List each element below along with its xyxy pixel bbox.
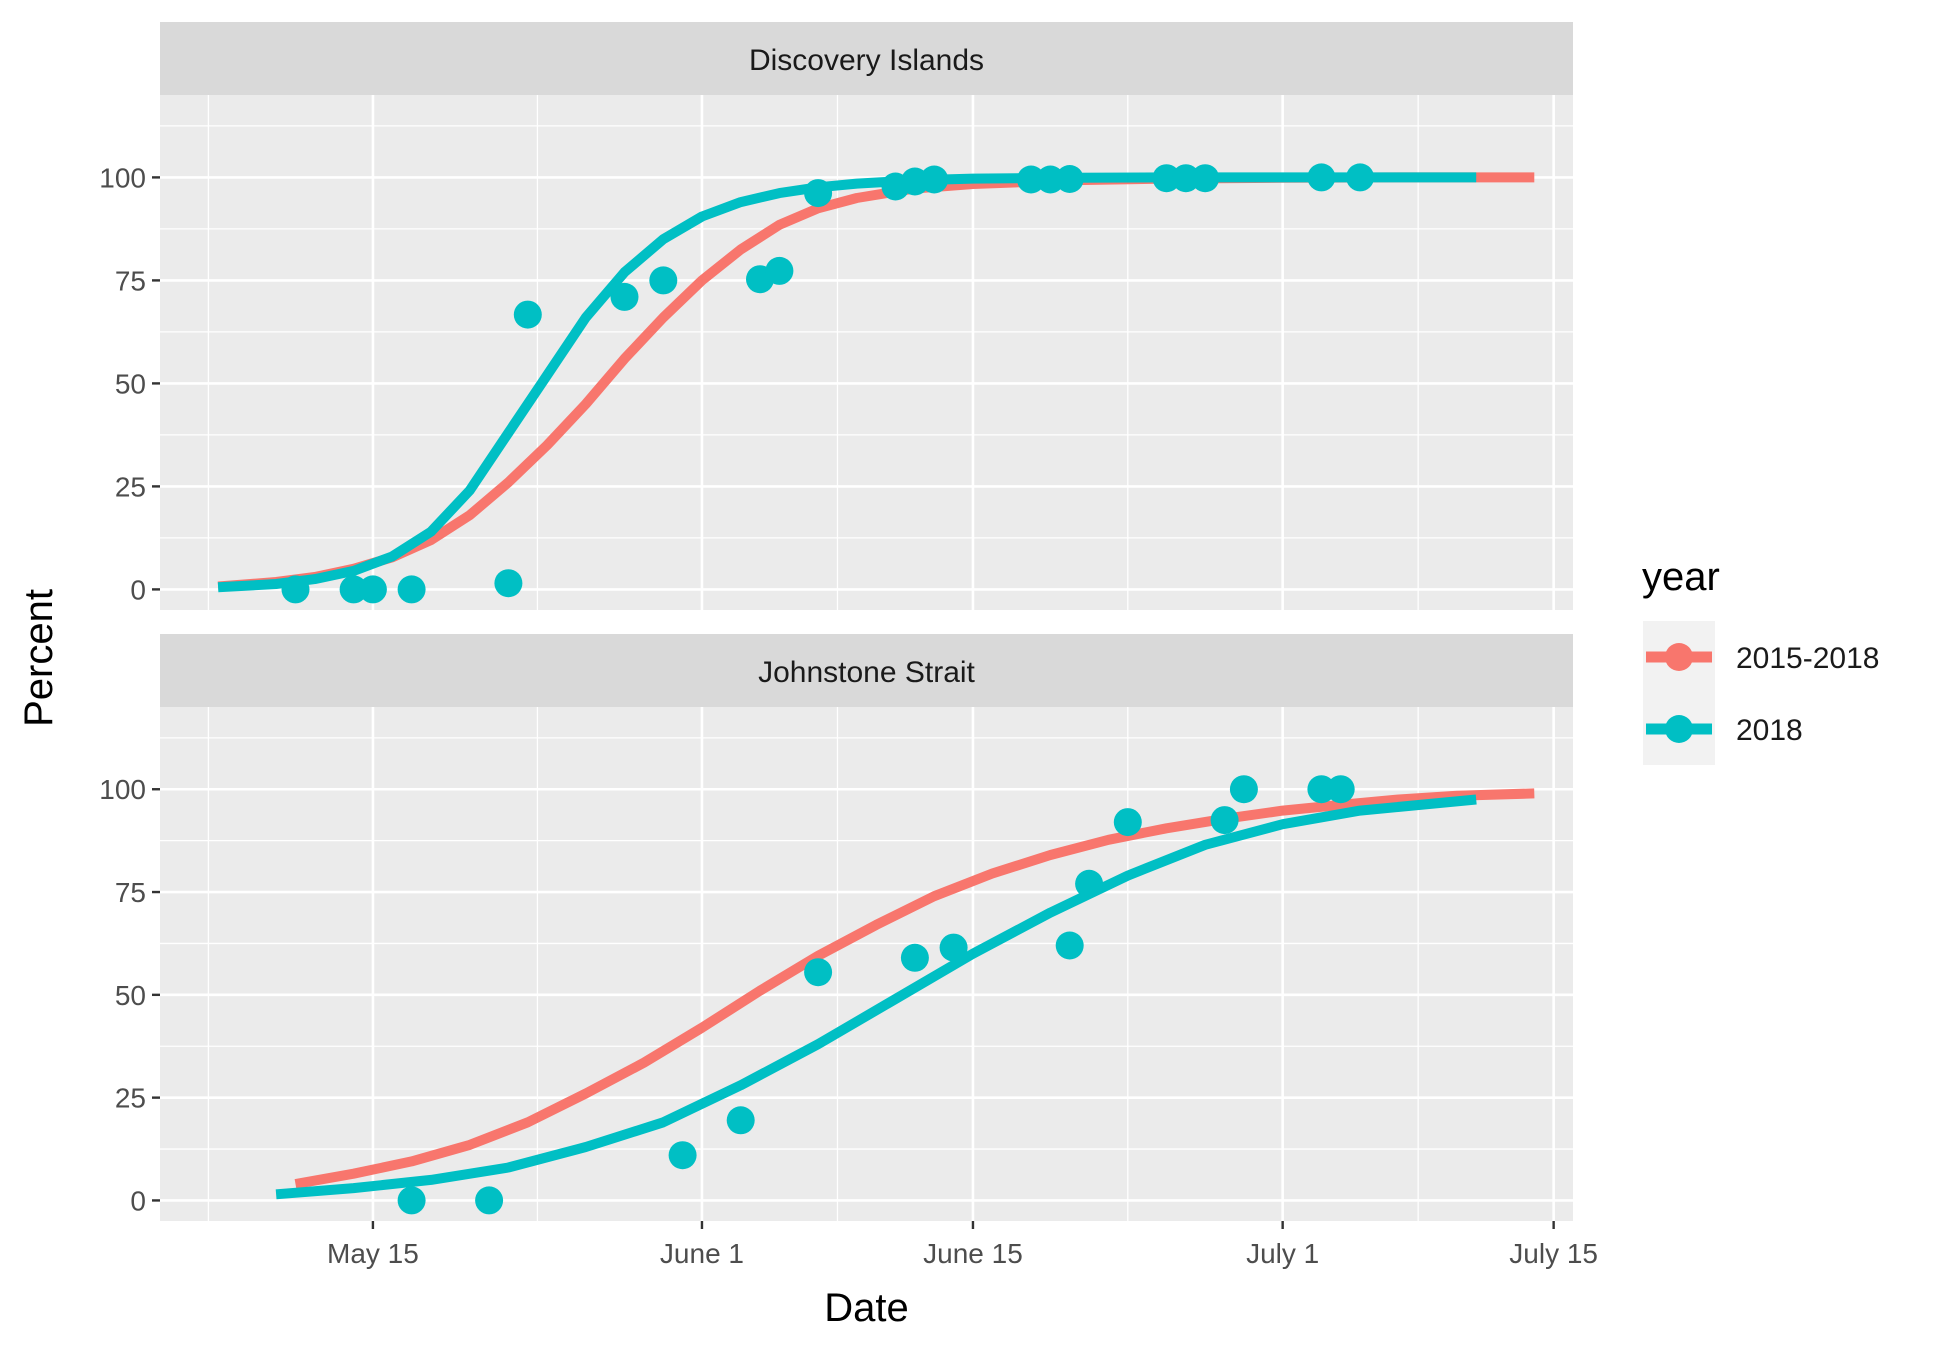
data-point <box>339 575 368 604</box>
data-point <box>397 1186 426 1215</box>
grid-minor-y <box>160 737 1573 1150</box>
data-point <box>726 1106 755 1135</box>
y-axis: 0 25 50 75 100 <box>99 774 160 1216</box>
panel-discovery-islands: Discovery Islands 0 25 50 75 100 <box>99 22 1573 610</box>
legend-label: 2018 <box>1736 714 1803 747</box>
data-point <box>804 958 833 987</box>
y-tick-label: 25 <box>115 1083 146 1114</box>
x-tick-label: June 15 <box>923 1238 1023 1269</box>
data-point <box>1017 165 1045 194</box>
y-tick-label: 50 <box>115 980 146 1011</box>
data-point <box>1113 808 1142 837</box>
data-point <box>494 569 523 598</box>
y-tick-label: 50 <box>115 368 146 399</box>
grid-major-y <box>160 176 1573 591</box>
y-tick-label: 0 <box>130 574 146 605</box>
legend-title: year <box>1642 555 1720 599</box>
grid-minor-y <box>160 125 1573 539</box>
data-point <box>1055 931 1084 960</box>
legend-entry-2015-2018: 2015-2018 <box>1643 621 1879 693</box>
series-line-2015-2018 <box>294 788 1535 1189</box>
legend-entry-2018: 2018 <box>1643 693 1803 765</box>
panel-title: Johnstone Strait <box>758 656 975 689</box>
legend: year 2015-2018 2018 <box>1642 555 1879 765</box>
data-point <box>1152 164 1181 193</box>
x-tick-label: July 15 <box>1509 1238 1598 1269</box>
series-layer <box>275 775 1535 1215</box>
legend-label: 2015-2018 <box>1736 642 1879 675</box>
data-point <box>939 933 968 962</box>
data-point <box>397 575 426 604</box>
grid-major-x <box>371 707 1555 1221</box>
y-tick-label: 100 <box>99 162 146 193</box>
data-point <box>920 165 949 194</box>
x-tick-label: July 1 <box>1246 1238 1319 1269</box>
data-point <box>513 300 542 329</box>
y-tick-label: 75 <box>115 877 146 908</box>
data-point <box>281 575 310 604</box>
legend-key-point <box>1665 715 1693 743</box>
data-point <box>1307 775 1336 804</box>
y-tick-label: 25 <box>115 471 146 502</box>
data-point <box>900 943 929 972</box>
data-point <box>1210 806 1239 835</box>
y-tick-label: 75 <box>115 265 146 296</box>
data-point <box>1171 164 1200 193</box>
x-axis-title: Date <box>824 1286 909 1330</box>
data-point <box>1326 775 1355 804</box>
data-point <box>1307 163 1336 192</box>
data-point <box>358 575 387 604</box>
y-tick-label: 0 <box>130 1185 146 1216</box>
x-axis: May 15 June 1 June 15 July 1 July 15 <box>327 1221 1598 1269</box>
series-layer <box>217 163 1535 604</box>
series-line-2018 <box>217 172 1477 593</box>
data-point <box>1346 163 1375 192</box>
data-point <box>1229 775 1258 804</box>
data-point <box>1191 164 1220 193</box>
strip-background <box>160 22 1573 95</box>
x-tick-label: May 15 <box>327 1238 419 1269</box>
y-tick-label: 100 <box>99 774 146 805</box>
y-axis-title: Percent <box>17 589 61 727</box>
strip-background <box>160 634 1573 707</box>
data-point <box>475 1186 504 1215</box>
data-point <box>804 179 833 208</box>
x-tick-label: June 1 <box>660 1238 744 1269</box>
series-line-2018 <box>275 794 1477 1200</box>
grid-minor-x <box>207 707 1419 1221</box>
panel-title: Discovery Islands <box>749 44 984 77</box>
y-axis: 0 25 50 75 100 <box>99 162 160 605</box>
legend-key-point <box>1665 643 1693 671</box>
panel-johnstone-strait: Johnstone Strait 0 25 50 75 100 <box>99 634 1573 1221</box>
data-point <box>765 256 794 285</box>
data-point <box>649 266 678 295</box>
data-point <box>1055 165 1084 193</box>
data-point <box>668 1141 697 1170</box>
data-point <box>610 282 639 311</box>
data-point <box>1075 869 1104 898</box>
